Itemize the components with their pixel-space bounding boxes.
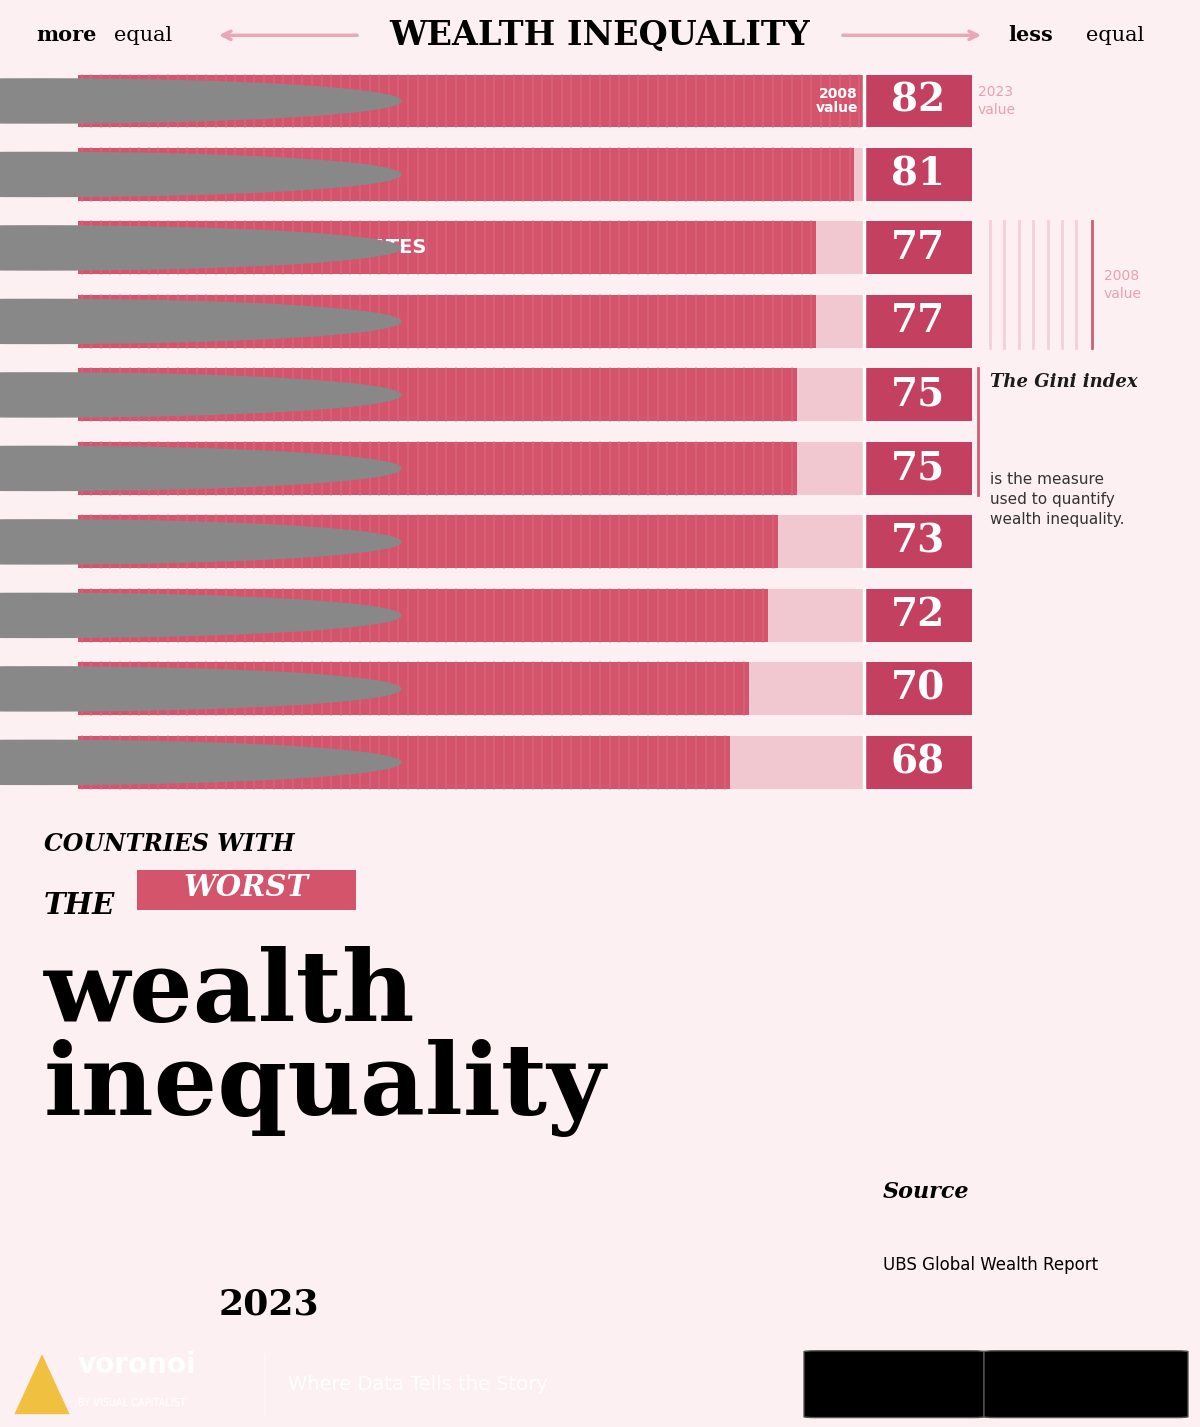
- Text: 75: 75: [890, 450, 946, 488]
- Text: UBS Global Wealth Report: UBS Global Wealth Report: [883, 1256, 1098, 1274]
- Bar: [864, 442, 972, 495]
- Bar: [864, 74, 972, 127]
- Text: SAUDI ARABIA: SAUDI ARABIA: [162, 313, 318, 331]
- Text: SWEDEN: SWEDEN: [162, 385, 257, 404]
- Circle shape: [0, 741, 401, 785]
- Text: wealth
inequality: wealth inequality: [43, 946, 606, 1137]
- Circle shape: [0, 78, 401, 123]
- Text: Download on the: Download on the: [856, 1361, 932, 1370]
- Bar: [78, 662, 749, 715]
- Text: 2023: 2023: [218, 1287, 319, 1321]
- Text: COUNTRIES WITH: COUNTRIES WITH: [43, 832, 294, 856]
- Text: INDIA: INDIA: [162, 532, 223, 551]
- Bar: [864, 221, 972, 274]
- FancyBboxPatch shape: [984, 1351, 1188, 1417]
- Circle shape: [0, 372, 401, 417]
- Bar: [78, 148, 854, 201]
- Circle shape: [0, 594, 401, 638]
- Bar: [78, 736, 730, 789]
- Text: 81: 81: [890, 156, 946, 194]
- Text: value: value: [816, 101, 858, 116]
- Text: value: value: [1104, 287, 1142, 301]
- Bar: [78, 295, 864, 348]
- Text: value: value: [978, 103, 1016, 117]
- Text: 82: 82: [890, 81, 946, 120]
- Text: UNITED STATES: UNITED STATES: [162, 459, 331, 478]
- Bar: [78, 368, 797, 421]
- Bar: [78, 295, 816, 348]
- Circle shape: [0, 225, 401, 270]
- Text: THE: THE: [43, 892, 115, 920]
- Text: more: more: [36, 26, 96, 46]
- Text: SINGAPORE: SINGAPORE: [162, 679, 289, 698]
- Bar: [78, 221, 816, 274]
- Text: UNITED ARAB EMIRATES: UNITED ARAB EMIRATES: [162, 238, 426, 257]
- FancyBboxPatch shape: [137, 869, 355, 910]
- Text: 68: 68: [890, 743, 946, 782]
- Text: INDONESIA: INDONESIA: [162, 753, 284, 772]
- Bar: [78, 74, 864, 127]
- Text: 77: 77: [890, 228, 946, 267]
- Bar: [864, 368, 972, 421]
- Bar: [78, 442, 864, 495]
- Text: 72: 72: [890, 596, 946, 635]
- Bar: [78, 221, 864, 274]
- Text: SOUTH AFRICA: SOUTH AFRICA: [162, 91, 325, 110]
- Text: Source: Source: [883, 1180, 970, 1203]
- Text: equal: equal: [114, 26, 173, 44]
- Text: WEALTH INEQUALITY: WEALTH INEQUALITY: [390, 19, 810, 51]
- Text: MEXICO: MEXICO: [162, 606, 247, 625]
- Circle shape: [0, 447, 401, 491]
- Bar: [78, 515, 864, 568]
- Bar: [78, 442, 797, 495]
- Bar: [864, 736, 972, 789]
- Text: App Store: App Store: [847, 1386, 941, 1404]
- Bar: [864, 295, 972, 348]
- Text: 2023: 2023: [978, 86, 1013, 98]
- Text: Google Play: Google Play: [1039, 1387, 1140, 1401]
- Bar: [864, 515, 972, 568]
- Circle shape: [0, 519, 401, 564]
- Text: BRAZIL: BRAZIL: [162, 166, 240, 184]
- Text: Where Data Tells the Story: Where Data Tells the Story: [288, 1374, 547, 1394]
- Circle shape: [0, 300, 401, 344]
- Text: voronoi: voronoi: [78, 1351, 197, 1380]
- Bar: [864, 589, 972, 642]
- Text: 75: 75: [890, 375, 946, 414]
- Text: The Gini index: The Gini index: [990, 374, 1138, 391]
- Circle shape: [0, 153, 401, 197]
- Bar: [864, 148, 972, 201]
- Text: 70: 70: [890, 669, 946, 708]
- Circle shape: [0, 666, 401, 711]
- Bar: [78, 74, 864, 127]
- Text: equal: equal: [1086, 26, 1145, 44]
- Polygon shape: [14, 1354, 70, 1414]
- Text: 2008: 2008: [1104, 268, 1139, 283]
- Text: BY VISUAL CAPITALIST: BY VISUAL CAPITALIST: [78, 1398, 186, 1408]
- Bar: [864, 662, 972, 715]
- FancyBboxPatch shape: [804, 1351, 984, 1417]
- Text: less: less: [1008, 26, 1052, 46]
- Text: is the measure
used to quantify
wealth inequality.: is the measure used to quantify wealth i…: [990, 472, 1124, 527]
- Bar: [78, 662, 864, 715]
- Bar: [78, 736, 864, 789]
- Text: 77: 77: [890, 303, 946, 341]
- Bar: [78, 589, 768, 642]
- Text: GET IT ON: GET IT ON: [1067, 1361, 1112, 1370]
- Text: WORST: WORST: [184, 873, 308, 902]
- Bar: [78, 515, 778, 568]
- Bar: [78, 148, 864, 201]
- Bar: [78, 368, 864, 421]
- Bar: [78, 589, 864, 642]
- Text: 73: 73: [890, 522, 946, 561]
- Text: 2008: 2008: [820, 87, 858, 101]
